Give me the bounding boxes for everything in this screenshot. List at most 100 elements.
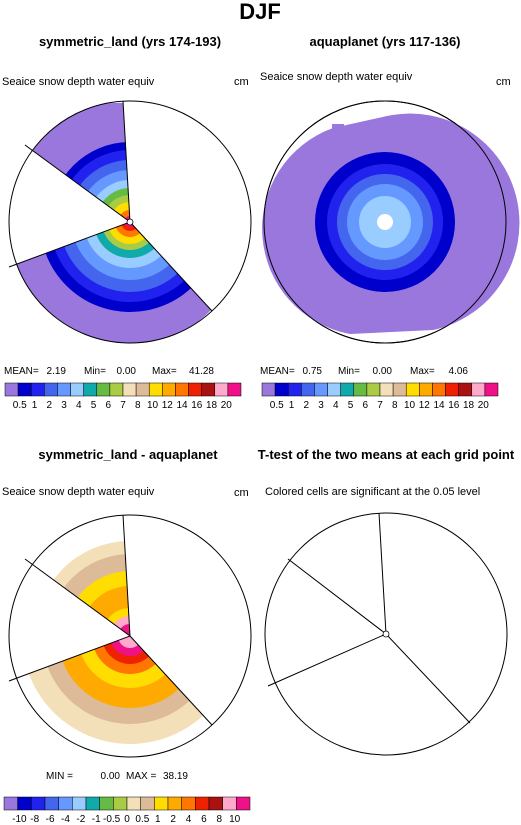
colorbar-tick-label: 6 [105, 400, 111, 411]
stats-max-value: 38.19 [163, 771, 188, 782]
colorbar-cell [188, 382, 202, 397]
colorbar-tick-label: 1 [155, 814, 161, 825]
colorbar-cell [484, 382, 499, 397]
colorbar-cell [471, 382, 486, 397]
colorbar-tick-label: 3 [61, 400, 67, 411]
colorbar-tick-label: 14 [176, 400, 188, 411]
field-label: Colored cells are significant at the 0.0… [265, 486, 480, 498]
upper-sector-field [26, 102, 130, 222]
colorbar-cell [181, 796, 196, 811]
land-boundary [378, 512, 387, 635]
colorbar-cell [44, 382, 58, 397]
colorbar-cell [58, 796, 73, 811]
colorbar-cell [154, 796, 169, 811]
colorbar-cell [419, 382, 433, 397]
colorbar-cell [57, 382, 71, 397]
colorbar-cell [135, 382, 150, 397]
colorbar-tick-label: -2 [76, 814, 85, 825]
colorbar-cell [3, 796, 18, 811]
colorbar-cell [162, 382, 176, 397]
stats-max-label: MAX = [126, 771, 156, 782]
colorbar-tick-label: 14 [433, 400, 445, 411]
stats-min-label: Min= [84, 366, 106, 377]
colorbar-tick-label: 5 [348, 400, 354, 411]
colorbar-cell [85, 796, 100, 811]
land-boundary [129, 635, 213, 726]
colorbar-cell [195, 796, 210, 811]
colorbar-cell [236, 796, 251, 811]
panel-title: symmetric_land - aquaplanet [38, 447, 218, 462]
stats-max-label: Max= [410, 366, 435, 377]
colorbar-cell [113, 796, 128, 811]
stats-mean-label: MEAN= [4, 366, 39, 377]
field-label: Seaice snow depth water equiv [2, 76, 155, 88]
colorbar-cell [17, 382, 32, 397]
panel-title: aquaplanet (yrs 117-136) [309, 34, 460, 49]
colorbar-cell [353, 382, 368, 397]
colorbar-cell [327, 382, 341, 397]
colorbar-cell [126, 796, 141, 811]
colorbar-cell [274, 382, 289, 397]
colorbar-cell [70, 382, 84, 397]
colorbar-cell [301, 382, 315, 397]
page-title: DJF [239, 0, 281, 24]
colorbar: 0.5 1 2 3 4 5 6 7 8 10 12 14 16 18 20 [261, 382, 499, 411]
land-boundary [122, 514, 131, 637]
colorbar-tick-label: -6 [46, 814, 55, 825]
colorbar-tick-label: 10 [229, 814, 241, 825]
colorbar-cell [287, 382, 302, 397]
units-label: cm [496, 76, 511, 88]
colorbar-tick-label: 18 [206, 400, 218, 411]
field-label: Seaice snow depth water equiv [260, 71, 413, 83]
panel-difference: symmetric_land - aquaplanet Seaice snow … [2, 447, 252, 825]
land-boundary [24, 558, 131, 637]
colorbar-tick-label: 8 [392, 400, 398, 411]
colorbar-tick-label: 20 [478, 400, 490, 411]
colorbar-cell [340, 382, 355, 397]
colorbar-tick-label: 4 [186, 814, 192, 825]
colorbar-cell [366, 382, 381, 397]
colorbar-tick-label: 8 [135, 400, 141, 411]
colorbar-cell [214, 382, 229, 397]
colorbar-tick-label: 2 [46, 400, 52, 411]
colorbar-cell [109, 382, 124, 397]
colorbar-tick-label: -10 [12, 814, 27, 825]
colorbar-cell [83, 382, 98, 397]
colorbar-cell [227, 382, 242, 397]
colorbar-tick-label: 12 [162, 400, 174, 411]
colorbar-cell [122, 382, 137, 397]
land-boundary [24, 144, 131, 223]
colorbar-tick-label: 2 [303, 400, 309, 411]
stats-mean-value: 2.19 [47, 366, 67, 377]
colorbar-cell [148, 382, 163, 397]
panel-symmetric-land: symmetric_land (yrs 174-193) Seaice snow… [2, 34, 252, 411]
colorbar-tick-label: 18 [463, 400, 475, 411]
colorbar-tick-label: 2 [170, 814, 176, 825]
stats-min-label: MIN = [46, 771, 73, 782]
colorbar-cell [4, 382, 19, 397]
colorbar-tick-label: -0.5 [103, 814, 121, 825]
panel-title: T-test of the two means at each grid poi… [258, 447, 515, 462]
colorbar: 0.5 1 2 3 4 5 6 7 8 10 12 14 16 18 20 [4, 382, 242, 411]
colorbar-cell [140, 796, 155, 811]
stats-max-value: 4.06 [449, 366, 469, 377]
colorbar-cell [392, 382, 407, 397]
colorbar-tick-label: -1 [92, 814, 101, 825]
panel-t-test: T-test of the two means at each grid poi… [258, 447, 515, 756]
colorbar-tick-label: 10 [147, 400, 159, 411]
colorbar-tick-label: -4 [61, 814, 70, 825]
colorbar-tick-label: 8 [216, 814, 222, 825]
colorbar-cell [445, 382, 459, 397]
colorbar-cell [17, 796, 32, 811]
colorbar-tick-label: 4 [333, 400, 339, 411]
colorbar-cell [175, 382, 189, 397]
land-boundary [8, 221, 131, 268]
land-boundary [267, 633, 387, 687]
stats-min-value: 0.00 [117, 366, 137, 377]
colorbar-tick-label: 0.5 [135, 814, 149, 825]
stats-min-value: 0.00 [373, 366, 393, 377]
colorbar-tick-label: 6 [362, 400, 368, 411]
panel-title: symmetric_land (yrs 174-193) [39, 34, 221, 49]
land-boundary [129, 221, 213, 312]
